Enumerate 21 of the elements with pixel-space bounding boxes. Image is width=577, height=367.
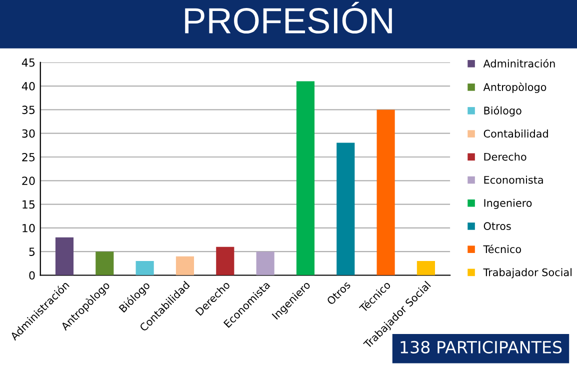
- legend-label: Otros: [484, 222, 511, 230]
- legend-label: Técnico: [483, 244, 522, 254]
- legend-label: Economista: [484, 176, 543, 184]
- chart-title: PROFESIÓN: [185, 2, 392, 34]
- legend-label: Antropòlogo: [483, 82, 546, 94]
- y-tick-label: 10: [22, 224, 35, 232]
- legend-label: Trabajador Social: [483, 268, 572, 278]
- y-tick-label: 15: [22, 200, 35, 209]
- legend-label: Biólogo: [484, 106, 522, 117]
- legend-label: Ingeniero: [484, 198, 532, 209]
- y-tick-label: 40: [22, 82, 35, 90]
- legend-label: Derecho: [484, 152, 526, 161]
- legend-label: Contabilidad: [484, 130, 548, 138]
- y-tick-label: 30: [22, 129, 35, 138]
- y-tick-label: 20: [22, 176, 35, 186]
- legend-label: Adminitración: [483, 58, 555, 68]
- y-tick-label: 25: [22, 152, 35, 162]
- y-tick-label: 45: [22, 58, 35, 67]
- y-tick-label: 35: [22, 106, 35, 114]
- y-tick-label: 5: [29, 248, 35, 256]
- y-tick-label: 0: [29, 271, 35, 280]
